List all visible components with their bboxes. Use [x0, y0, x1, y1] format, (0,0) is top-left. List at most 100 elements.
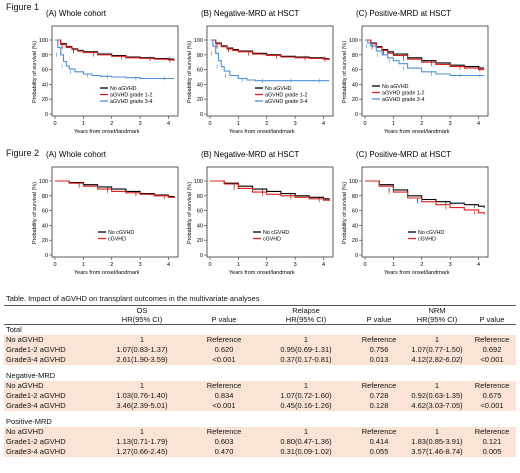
row-label: No aGVHD — [4, 427, 96, 437]
col-header-rel-hr: HR(95% CI) — [260, 315, 352, 325]
cell-os-hr: 1.03(0.76-1.40) — [96, 391, 188, 401]
legend-entry: No aGVHD — [265, 86, 292, 92]
x-axis-label: Years from onset/landmark — [74, 129, 140, 135]
cell-nrm-p: 0.121 — [468, 437, 516, 447]
cell-rel-hr: 0.37(0.17-0.81) — [260, 355, 352, 365]
cell-os-p: 0.620 — [188, 345, 260, 355]
panel-title: (B) Negative-MRD at HSCT — [201, 150, 299, 159]
y-tick-label: 80 — [42, 194, 48, 200]
series-line-1 — [210, 180, 330, 200]
cell-nrm-p: 0.692 — [468, 345, 516, 355]
x-tick-label: 2 — [420, 262, 423, 268]
table-body: Total No aGVHD 1 Reference 1 Reference 1 Refere… — [4, 324, 516, 457]
row-label: Grade1-2 aGVHD — [4, 437, 96, 447]
col-header-rel-p: P value — [352, 315, 406, 325]
x-tick-label: 4 — [167, 121, 170, 127]
x-axis-label: Years from onset/landmark — [229, 129, 295, 135]
y-tick-label: 60 — [197, 209, 203, 215]
cell-nrm-p: 0.005 — [468, 447, 516, 457]
cell-nrm-hr: 1 — [406, 335, 468, 345]
x-axis-label: Years from onset/landmark — [229, 270, 295, 276]
figure1-label: Figure 1 — [6, 2, 40, 12]
y-tick-label: 20 — [197, 97, 203, 103]
legend-entry: No aGVHD — [110, 86, 137, 92]
y-tick-label: 40 — [42, 223, 48, 229]
legend-entry: No aGVHD — [382, 84, 409, 90]
y-tick-label: 60 — [352, 68, 358, 74]
cell-nrm-hr: 4.62(3.03-7.05) — [406, 401, 468, 411]
cell-os-hr: 2.61(1.90-3.59) — [96, 355, 188, 365]
plot-frame — [51, 166, 179, 258]
y-tick-label: 100 — [194, 179, 203, 185]
y-tick-label: 20 — [42, 97, 48, 103]
cell-rel-hr: 1 — [260, 427, 352, 437]
table-row: Grade3-4 aGVHD 3.46(2.39-5.01) <0.001 0.45(… — [4, 401, 516, 411]
table-caption: Table. Impact of aGVHD on transplant out… — [6, 294, 260, 303]
legend-entry: aGVHD grade 1-2 — [382, 91, 424, 97]
table-row: No aGVHD 1 Reference 1 Reference 1 Reference — [4, 335, 516, 345]
table-row: Grade3-4 aGVHD 1.27(0.66-2.45) 0.470 0.31(0… — [4, 447, 516, 457]
section-row: Positive-MRD — [4, 417, 516, 427]
col-header-os-p: P value — [188, 315, 260, 325]
row-label: Grade3-4 aGVHD — [4, 355, 96, 365]
x-tick-label: 4 — [167, 262, 170, 268]
cell-rel-p: Reference — [352, 381, 406, 391]
table-row: No aGVHD 1 Reference 1 Reference 1 Reference — [4, 381, 516, 391]
chart-panel-6: (C) Positive-MRD at HSCT 0 20 40 60 80 100 0 1 2 3… — [342, 150, 489, 276]
y-tick-label: 0 — [355, 253, 358, 259]
x-tick-label: 0 — [208, 121, 211, 127]
row-label: Grade1-2 aGVHD — [4, 345, 96, 355]
x-tick-label: 3 — [449, 121, 452, 127]
y-tick-label: 0 — [200, 112, 203, 118]
cell-nrm-hr: 1 — [406, 427, 468, 437]
cell-rel-hr: 1 — [260, 381, 352, 391]
panel-title: (C) Positive-MRD at HSCT — [356, 9, 451, 18]
cell-rel-p: 0.756 — [352, 345, 406, 355]
cell-os-p: Reference — [188, 381, 260, 391]
cell-nrm-p: 0.675 — [468, 391, 516, 401]
chart-panel-4: (A) Whole cohort 0 20 40 60 80 100 0 1 2 3 4 Years f… — [32, 150, 179, 276]
y-tick-label: 100 — [194, 38, 203, 44]
x-tick-label: 4 — [477, 262, 480, 268]
y-tick-label: 40 — [42, 82, 48, 88]
row-label: No aGVHD — [4, 381, 96, 391]
y-tick-label: 60 — [42, 68, 48, 74]
cell-rel-p: Reference — [352, 335, 406, 345]
legend-entry: aGVHD grade 1-2 — [265, 93, 307, 99]
series-line-1 — [365, 39, 485, 69]
x-tick-label: 1 — [82, 121, 85, 127]
series-line-2 — [365, 180, 485, 215]
results-table: OS Relapse NRM HR(95% CI) P value HR(95%… — [4, 305, 516, 457]
x-tick-label: 1 — [82, 262, 85, 268]
y-tick-label: 80 — [197, 194, 203, 200]
x-tick-label: 0 — [363, 262, 366, 268]
x-tick-label: 2 — [110, 262, 113, 268]
chart-panel-2: (B) Negative-MRD at HSCT 0 20 40 60 80 100 0 1 2 3… — [187, 9, 334, 135]
cell-rel-hr: 1 — [260, 335, 352, 345]
x-tick-label: 2 — [110, 121, 113, 127]
legend-entry: aGVHD grade 3-4 — [265, 99, 307, 105]
y-tick-label: 80 — [197, 53, 203, 59]
plot-frame — [361, 25, 489, 117]
x-tick-label: 3 — [449, 262, 452, 268]
legend-entry: aGVHD grade 1-2 — [110, 93, 152, 99]
cell-rel-hr: 0.45(0.16-1.26) — [260, 401, 352, 411]
x-tick-label: 1 — [392, 262, 395, 268]
panel-title: (C) Positive-MRD at HSCT — [356, 150, 451, 159]
y-tick-label: 100 — [349, 38, 358, 44]
cell-rel-hr: 1.07(0.72-1.60) — [260, 391, 352, 401]
x-tick-label: 2 — [265, 262, 268, 268]
cell-nrm-hr: 1 — [406, 381, 468, 391]
cell-rel-hr: 0.95(0.69-1.31) — [260, 345, 352, 355]
table-row: Grade3-4 aGVHD 2.61(1.90-3.59) <0.001 0.37(… — [4, 355, 516, 365]
cell-os-hr: 1.13(0.71-1.79) — [96, 437, 188, 447]
cell-os-hr: 3.46(2.39-5.01) — [96, 401, 188, 411]
series-line-3 — [365, 39, 485, 77]
cell-rel-p: 0.055 — [352, 447, 406, 457]
cell-rel-p: 0.128 — [352, 401, 406, 411]
plot-frame — [206, 25, 334, 117]
legend-entry: No cGVHD — [418, 230, 444, 236]
x-tick-label: 3 — [294, 262, 297, 268]
x-tick-label: 4 — [322, 121, 325, 127]
